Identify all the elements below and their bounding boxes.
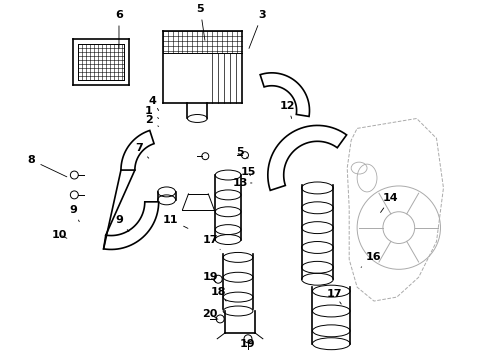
Text: 15: 15 [240,167,256,177]
Text: 10: 10 [52,230,67,239]
Text: 5: 5 [196,4,205,40]
Text: 18: 18 [211,287,226,301]
Text: 11: 11 [163,215,188,228]
Text: 4: 4 [149,96,159,111]
Text: 7: 7 [135,143,149,158]
Text: 16: 16 [361,252,382,267]
Text: 12: 12 [280,100,295,118]
Text: 6: 6 [115,10,123,48]
Text: 2: 2 [145,116,159,126]
Text: 20: 20 [202,309,218,319]
Text: 1: 1 [145,105,159,118]
Text: 5: 5 [236,147,248,158]
Text: 19: 19 [240,339,256,349]
Text: 17: 17 [202,234,220,249]
Text: 17: 17 [326,289,342,304]
Text: 13: 13 [232,178,252,188]
Text: 8: 8 [28,155,67,177]
Text: 14: 14 [381,193,399,212]
Text: 9: 9 [70,205,79,222]
Text: 19: 19 [202,272,218,282]
Text: 3: 3 [249,10,266,48]
Text: 9: 9 [115,215,129,231]
